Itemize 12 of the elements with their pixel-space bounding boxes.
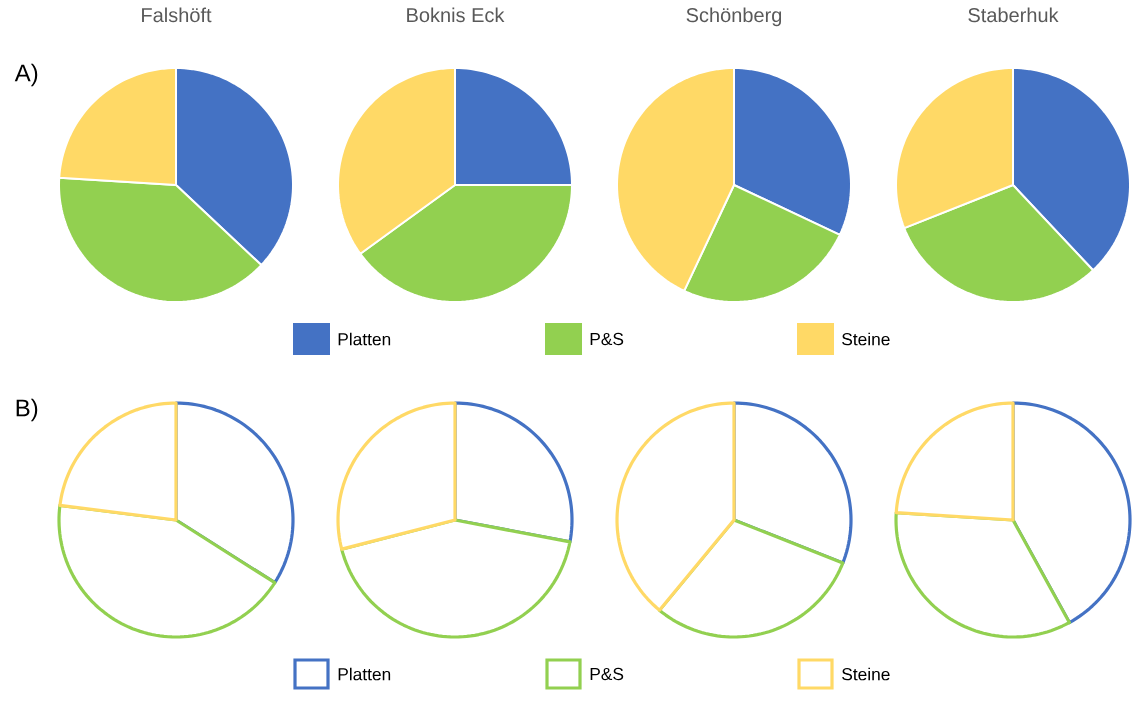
chart-title: Schönberg — [686, 7, 782, 27]
text: B) — [16, 398, 38, 422]
legend-label: Platten — [338, 667, 391, 681]
legend-label: P&S — [590, 332, 624, 346]
legend-label: Steine — [842, 667, 890, 681]
chart-title: Boknis Eck — [407, 7, 505, 23]
legend-label: Steine — [842, 332, 890, 346]
chart-title: Staberhuk — [968, 7, 1059, 23]
legend-label: Platten — [338, 332, 391, 346]
chart-title: Falshöft — [142, 7, 212, 23]
legend-label: P&S — [590, 667, 624, 681]
text: A) — [14, 63, 38, 87]
